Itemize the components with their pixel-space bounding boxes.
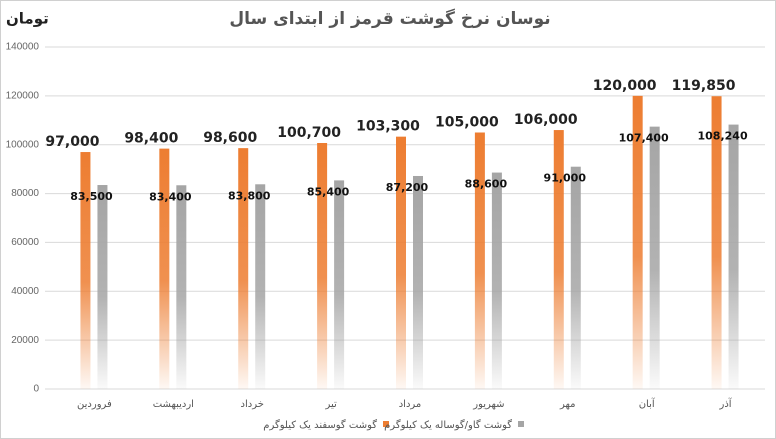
legend-swatch (383, 421, 389, 427)
y-tick-label: 40000 (11, 286, 39, 297)
value-label: 120,000 (593, 78, 657, 94)
x-tick-label: آذر (719, 397, 733, 410)
bar (553, 130, 564, 390)
bar (97, 185, 108, 389)
bar (711, 96, 722, 389)
legend-label: گوشت گوسفند یک کیلوگرم (263, 419, 377, 431)
bar (413, 175, 423, 389)
value-label: 98,600 (203, 130, 257, 146)
value-label: 97,000 (45, 134, 99, 150)
value-label: 107,400 (619, 132, 669, 145)
value-label: 98,400 (124, 131, 178, 147)
bar (474, 132, 485, 389)
value-label: 83,500 (70, 190, 113, 203)
bar (570, 166, 581, 389)
bar (176, 185, 187, 389)
chart-title: نوسان نرخ گوشت قرمز از ابتدای سال (229, 8, 550, 29)
x-tick-label: آبان (639, 397, 656, 410)
value-label: 83,400 (149, 190, 192, 203)
x-tick-label: مهر (559, 399, 575, 410)
value-label: 87,200 (386, 181, 429, 194)
value-label: 105,000 (435, 115, 499, 131)
x-tick-label: شهریور (472, 399, 504, 410)
bar (334, 180, 345, 389)
y-tick-label: 100000 (6, 139, 40, 150)
bar (491, 172, 502, 389)
bar (649, 126, 660, 389)
bar (238, 148, 249, 389)
value-label: 100,700 (277, 125, 341, 141)
value-label: 88,600 (465, 178, 508, 191)
y-tick-label: 60000 (11, 237, 39, 248)
value-label: 106,000 (514, 112, 578, 128)
bar (317, 143, 328, 389)
bar (728, 124, 739, 389)
value-label: 85,400 (307, 185, 350, 198)
x-tick-label: فروردین (77, 399, 112, 410)
y-tick-label: 0 (33, 384, 39, 395)
value-label: 91,000 (544, 172, 587, 185)
value-label: 83,800 (228, 189, 271, 202)
x-tick-label: مرداد (399, 399, 422, 410)
y-tick-label: 140000 (6, 42, 40, 53)
bar (159, 148, 170, 389)
x-tick-label: تیر (324, 399, 337, 410)
y-tick-label: 80000 (11, 188, 39, 199)
bar (80, 152, 91, 389)
y-tick-label: 120000 (6, 90, 40, 101)
x-tick-label: اردیبهشت (153, 399, 194, 410)
x-tick-label: خرداد (241, 399, 264, 410)
bar (632, 95, 643, 389)
legend-label: گوشت گاو/گوساله یک کیلوگرم (384, 419, 512, 431)
value-label: 103,300 (356, 119, 420, 135)
value-label: 108,240 (698, 130, 748, 143)
value-label: 119,850 (672, 78, 736, 94)
y-axis-label: تومان (6, 10, 49, 28)
legend-swatch (518, 421, 524, 427)
bar (396, 136, 406, 389)
bar (255, 184, 266, 389)
y-tick-label: 20000 (11, 335, 39, 346)
